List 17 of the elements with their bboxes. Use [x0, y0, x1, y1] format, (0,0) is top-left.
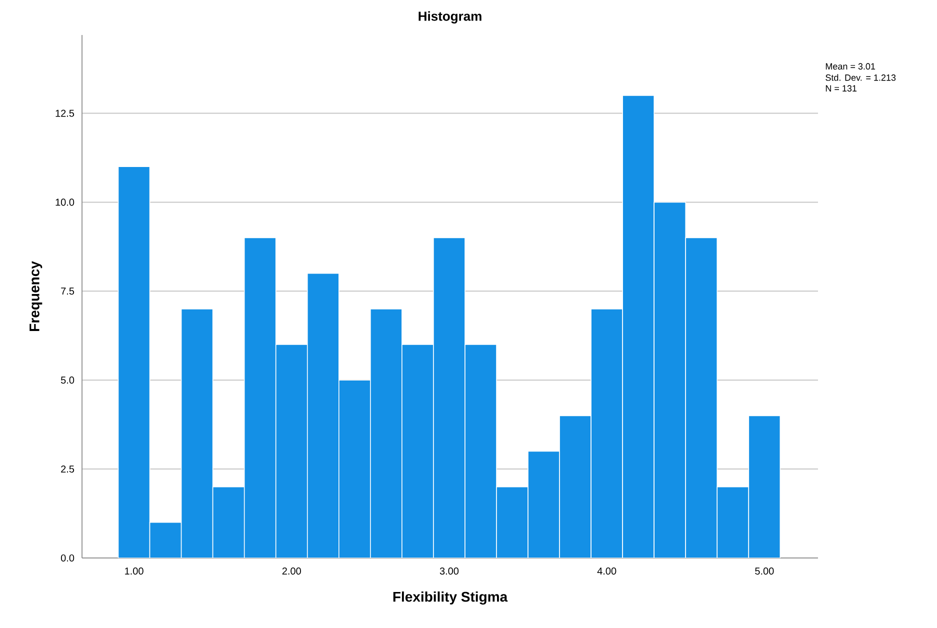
- y-tick-label: 12.5: [56, 110, 74, 117]
- y-axis-title: Frequency: [30, 261, 42, 331]
- y-tick-label: 7.5: [61, 288, 74, 295]
- x-axis-title: Flexibility Stigma: [393, 591, 508, 605]
- chart-title: Histogram: [418, 11, 482, 24]
- y-tick-label: 0.0: [60, 554, 74, 562]
- x-tick-label: 5.00: [755, 568, 774, 575]
- text: Std. Dev. = 1.213: [826, 74, 896, 81]
- y-tick-label: 5.0: [60, 376, 74, 384]
- x-tick-label: 4.00: [597, 568, 616, 575]
- x-tick-label: 1.00: [125, 568, 144, 575]
- text: Mean = 3.01: [826, 63, 876, 70]
- y-tick-label: 2.5: [61, 466, 74, 473]
- x-tick-label: 2.00: [282, 568, 301, 575]
- y-tick-label: 10.0: [56, 198, 74, 206]
- x-tick-label: 3.00: [440, 568, 459, 575]
- text: N = 131: [826, 85, 857, 92]
